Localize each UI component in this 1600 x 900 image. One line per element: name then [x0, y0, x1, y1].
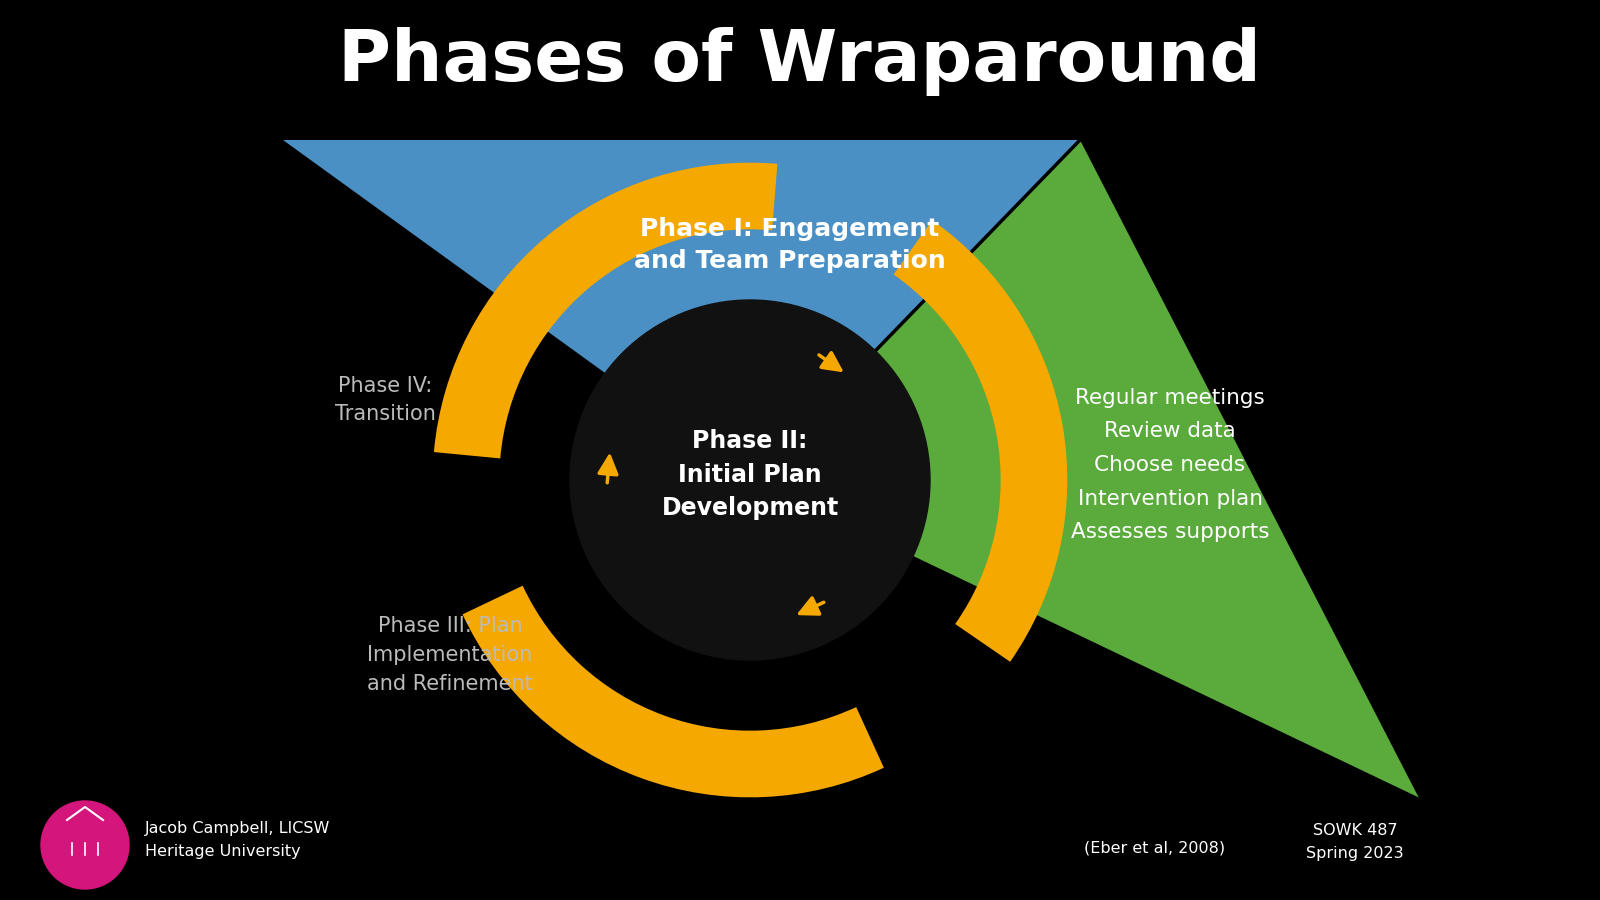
- Polygon shape: [280, 140, 1421, 800]
- Text: Regular meetings
Review data
Choose needs
Intervention plan
Assesses supports: Regular meetings Review data Choose need…: [1070, 388, 1269, 542]
- Text: Phase III: Plan
Implementation
and Refinement: Phase III: Plan Implementation and Refin…: [366, 616, 533, 694]
- Text: Phase IV:
Transition: Phase IV: Transition: [334, 375, 435, 425]
- Text: Phase I: Engagement
and Team Preparation: Phase I: Engagement and Team Preparation: [634, 217, 946, 274]
- Circle shape: [638, 368, 862, 592]
- Text: SOWK 487
Spring 2023: SOWK 487 Spring 2023: [1306, 824, 1403, 861]
- Polygon shape: [280, 140, 1080, 480]
- Polygon shape: [750, 140, 1421, 800]
- Circle shape: [570, 300, 930, 660]
- Text: Phases of Wraparound: Phases of Wraparound: [339, 28, 1261, 96]
- Circle shape: [42, 801, 130, 889]
- Text: Jacob Campbell, LICSW
Heritage University: Jacob Campbell, LICSW Heritage Universit…: [146, 821, 330, 859]
- Text: Phase II:
Initial Plan
Development: Phase II: Initial Plan Development: [661, 429, 838, 520]
- Text: (Eber et al, 2008): (Eber et al, 2008): [1085, 841, 1226, 856]
